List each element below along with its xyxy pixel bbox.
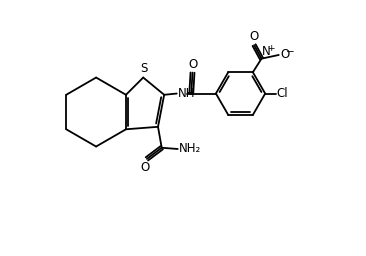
Text: +: + [267, 44, 274, 53]
Text: −: − [285, 47, 294, 57]
Text: O: O [141, 161, 150, 174]
Text: N: N [262, 45, 271, 58]
Text: O: O [280, 48, 289, 61]
Text: O: O [188, 58, 197, 71]
Text: S: S [140, 62, 147, 74]
Text: NH: NH [178, 87, 195, 100]
Text: NH₂: NH₂ [179, 143, 201, 155]
Text: O: O [250, 30, 259, 43]
Text: Cl: Cl [277, 87, 288, 100]
